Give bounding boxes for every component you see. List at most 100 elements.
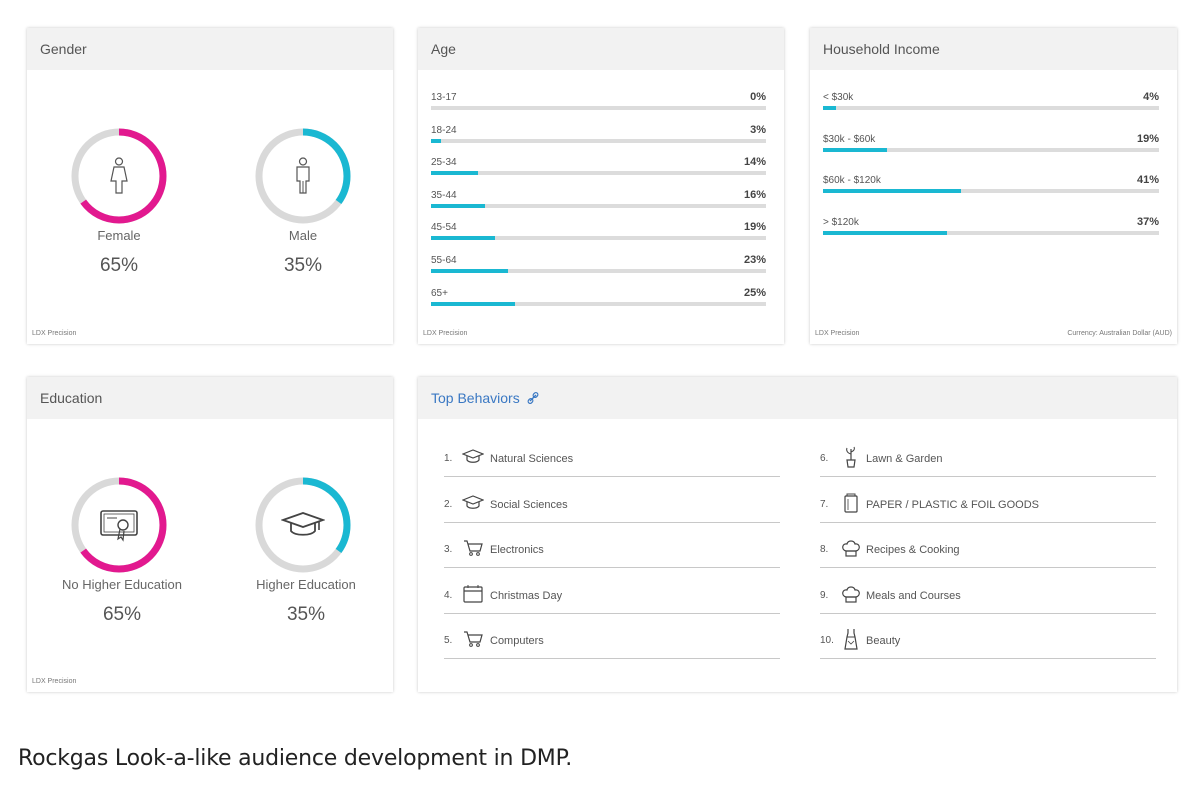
income-bar-row: $30k - $60k 19% [823, 132, 1159, 156]
plant-icon [839, 446, 863, 468]
income-bar-value: 37% [1136, 215, 1159, 228]
income-bar-track [823, 230, 1159, 235]
income-footnote: LDX Precision [815, 330, 860, 337]
no-higher-education-label: No Higher Education [62, 577, 182, 592]
package-icon [839, 492, 863, 514]
top-behaviors-card: Top Behaviors 1. Natural Sciences 2. Social… [418, 377, 1177, 692]
age-bar-fill [431, 269, 509, 273]
age-bar-value: 0% [750, 91, 766, 103]
graduation-cap-icon [461, 492, 485, 514]
age-bar-fill [431, 138, 442, 143]
behavior-rank: 6. [820, 453, 829, 464]
behavior-label: Recipes & Cooking [866, 544, 960, 556]
income-bar-value: 41% [1136, 174, 1159, 186]
female-value: 65% [99, 255, 139, 276]
female-donut [69, 126, 169, 226]
behavior-rank: 7. [820, 498, 829, 510]
behavior-item[interactable]: 6. Lawn & Garden [820, 440, 1156, 477]
behavior-item[interactable]: 5. Computers [444, 622, 780, 659]
male-donut-ring [255, 128, 351, 224]
income-bar-fill [823, 230, 948, 235]
behavior-rank: 1. [444, 453, 453, 464]
age-bar-label: 45-54 [431, 222, 457, 234]
age-bar-track [431, 203, 766, 208]
no-higher-education-donut [69, 475, 169, 575]
age-bar-fill [431, 203, 485, 208]
no-higher-education-donut-ring [71, 477, 167, 573]
age-bar-value: 19% [743, 221, 766, 234]
age-bar-track [431, 301, 766, 306]
behavior-item[interactable]: 8. Recipes & Cooking [820, 531, 1156, 568]
age-bar-track [431, 171, 766, 176]
income-bar-value: 4% [1143, 91, 1159, 103]
age-bar-fill [431, 171, 478, 176]
behavior-label: Natural Sciences [490, 453, 574, 465]
education-card: Education No Higher Education 65% [27, 377, 393, 692]
donut-arc [71, 128, 167, 224]
donut-arc [255, 477, 351, 573]
income-bar-row: > $120k 37% [823, 215, 1159, 239]
age-bar-track [431, 106, 766, 110]
income-bar-label: $30k - $60k [823, 133, 876, 145]
age-bar-row: 25-34 14% [431, 156, 766, 179]
age-bar-label: 65+ [431, 287, 448, 299]
female-icon [69, 126, 169, 226]
female-label: Female [97, 228, 141, 243]
behavior-item[interactable]: 3. Electronics [444, 531, 780, 568]
donut-arc [255, 128, 351, 224]
behavior-label: Meals and Courses [866, 589, 961, 602]
age-bar-track [431, 236, 766, 241]
behavior-rank: 2. [444, 498, 453, 510]
behavior-rank: 4. [444, 589, 453, 601]
age-bar-label: 25-34 [431, 157, 457, 169]
behavior-item[interactable]: 2. Social Sciences [444, 486, 780, 523]
behavior-item[interactable]: 9. Meals and Courses [820, 577, 1156, 614]
income-bar-label: < $30k [823, 92, 854, 103]
age-bar-track [431, 269, 766, 273]
behavior-item[interactable]: 4. Christmas Day [444, 577, 780, 614]
shopping-cart-icon [461, 537, 485, 559]
income-bar-label: > $120k [823, 216, 859, 228]
top-behaviors-header: Top Behaviors [418, 377, 1177, 419]
higher-education-label: Higher Education [256, 577, 356, 592]
chef-hat-icon [839, 583, 863, 605]
age-bar-row: 45-54 19% [431, 221, 766, 244]
age-bar-label: 13-17 [431, 92, 457, 103]
calendar-icon [461, 583, 485, 605]
behavior-item[interactable]: 7. PAPER / PLASTIC & FOIL GOODS [820, 486, 1156, 523]
income-bar-row: < $30k 4% [823, 91, 1159, 114]
age-bar-track [431, 138, 766, 143]
donut-arc [71, 477, 167, 573]
behavior-item[interactable]: 1. Natural Sciences [444, 440, 780, 477]
caption-text: Rockgas Look-a-like audience development… [18, 746, 573, 771]
gender-card-title: Gender [27, 28, 393, 70]
income-bar-fill [823, 147, 887, 152]
income-card-title: Household Income [810, 28, 1177, 70]
age-bar-fill [431, 236, 495, 241]
income-bar-row: $60k - $120k 41% [823, 174, 1159, 197]
behavior-rank: 9. [820, 589, 829, 601]
higher-education-donut-ring [255, 477, 351, 573]
income-bar-fill [823, 189, 961, 193]
gender-card: Gender Female 65% Male 35% LDX Pre [27, 28, 393, 344]
behavior-item[interactable]: 10. Beauty [820, 622, 1156, 659]
age-bar-label: 55-64 [431, 255, 457, 266]
income-bar-value: 19% [1136, 132, 1159, 145]
education-footnote: LDX Precision [32, 678, 77, 685]
behavior-label: Electronics [490, 544, 544, 556]
income-bar-label: $60k - $120k [823, 175, 881, 186]
top-behaviors-title[interactable]: Top Behaviors [431, 390, 520, 406]
behavior-rank: 10. [820, 635, 834, 646]
age-card-title: Age [418, 28, 784, 70]
age-bar-value: 3% [750, 123, 766, 136]
gender-footnote: LDX Precision [32, 330, 77, 337]
male-value: 35% [283, 255, 323, 276]
age-bar-value: 14% [743, 156, 766, 169]
age-bar-label: 18-24 [431, 124, 457, 136]
graduation-cap-icon [461, 446, 485, 468]
link-icon[interactable] [527, 392, 539, 404]
age-footnote: LDX Precision [423, 330, 468, 337]
chef-hat-icon [839, 537, 863, 559]
income-bar-fill [823, 106, 837, 110]
income-bar-track [823, 189, 1159, 193]
